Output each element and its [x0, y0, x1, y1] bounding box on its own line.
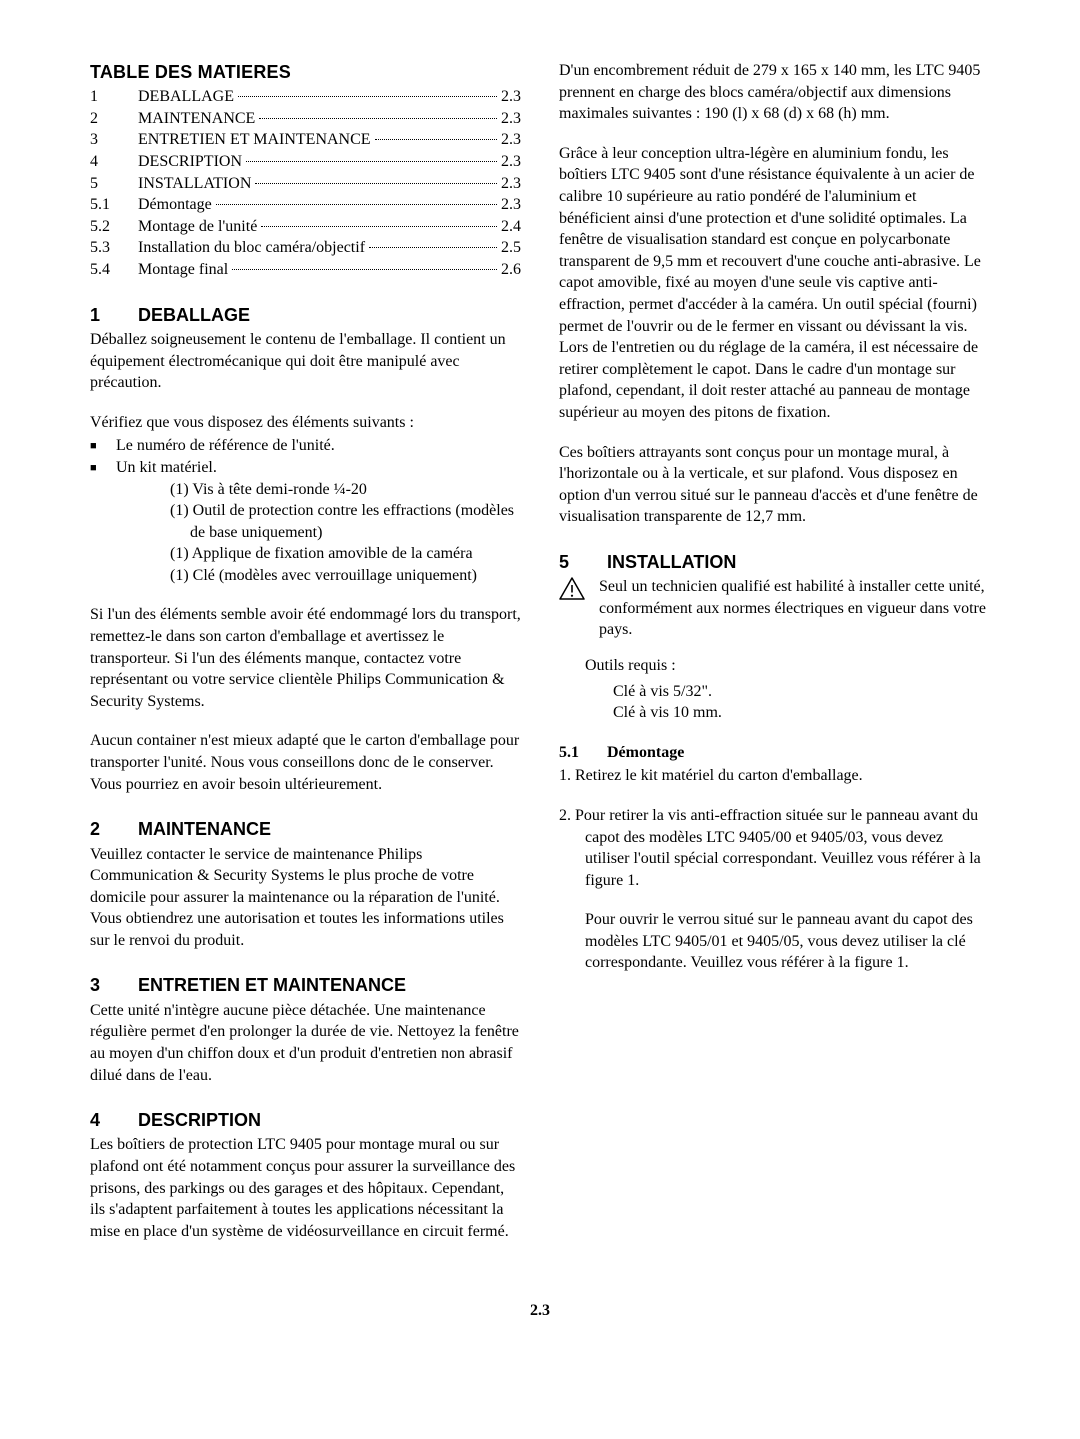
right-column: D'un encombrement réduit de 279 x 165 x … [559, 60, 990, 1260]
toc-page: 2.3 [501, 108, 521, 130]
s1-p3: Si l'un des éléments semble avoir été en… [90, 604, 521, 712]
kit-item: (1) Applique de fixation amovible de la … [170, 543, 521, 565]
toc-num: 5.4 [90, 259, 138, 281]
s1-p1: Déballez soigneusement le contenu de l'e… [90, 329, 521, 394]
toc-dots [255, 183, 497, 184]
section-3-heading: 3 ENTRETIEN ET MAINTENANCE [90, 973, 521, 997]
caution-icon [559, 576, 589, 641]
toc-page: 2.3 [501, 86, 521, 108]
toc-label: DEBALLAGE [138, 86, 234, 108]
toc-label: DESCRIPTION [138, 151, 242, 173]
toc-label: Démontage [138, 194, 212, 216]
toc-dots [238, 96, 497, 97]
tool-item: Clé à vis 5/32". [613, 681, 990, 703]
toc-dots [246, 161, 497, 162]
toc-dots [216, 204, 497, 205]
toc-dots [261, 226, 497, 227]
s2-p1: Veuillez contacter le service de mainten… [90, 844, 521, 952]
toc-row: 5.3Installation du bloc caméra/objectif 2… [90, 237, 521, 259]
section-2-heading: 2 MAINTENANCE [90, 817, 521, 841]
toc: 1DEBALLAGE2.32MAINTENANCE2.33ENTRETIEN E… [90, 86, 521, 280]
s1-bullet-1: Le numéro de référence de l'unité. [90, 435, 521, 457]
s51-step-2: 2. Pour retirer la vis anti-effraction s… [559, 805, 990, 974]
section-4-heading: 4 DESCRIPTION [90, 1108, 521, 1132]
tools-list: Clé à vis 5/32".Clé à vis 10 mm. [559, 681, 990, 724]
s1-kit-list: (1) Vis à tête demi-ronde ¼-20(1) Outil … [90, 479, 521, 587]
toc-row: 4DESCRIPTION 2.3 [90, 151, 521, 173]
toc-row: 2MAINTENANCE 2.3 [90, 108, 521, 130]
toc-num: 5.3 [90, 237, 138, 259]
toc-row: 1DEBALLAGE 2.3 [90, 86, 521, 108]
desc-p2: D'un encombrement réduit de 279 x 165 x … [559, 60, 990, 125]
toc-num: 1 [90, 86, 138, 108]
kit-item: (1) Vis à tête demi-ronde ¼-20 [170, 479, 521, 501]
toc-num: 5 [90, 173, 138, 195]
toc-num: 5.1 [90, 194, 138, 216]
desc-p4: Ces boîtiers attrayants sont conçus pour… [559, 442, 990, 528]
caution-text: Seul un technicien qualifié est habilité… [599, 576, 990, 641]
toc-label: INSTALLATION [138, 173, 251, 195]
toc-row: 5INSTALLATION 2.3 [90, 173, 521, 195]
toc-row: 5.2Montage de l'unité 2.4 [90, 216, 521, 238]
kit-item: (1) Clé (modèles avec verrouillage uniqu… [170, 565, 521, 587]
toc-dots [259, 118, 497, 119]
toc-page: 2.3 [501, 194, 521, 216]
toc-num: 4 [90, 151, 138, 173]
toc-dots [369, 247, 497, 248]
toc-page: 2.3 [501, 151, 521, 173]
section-1-heading: 1 DEBALLAGE [90, 303, 521, 327]
toc-label: Montage de l'unité [138, 216, 257, 238]
toc-dots [232, 269, 497, 270]
toc-row: 3ENTRETIEN ET MAINTENANCE 2.3 [90, 129, 521, 151]
tools-label: Outils requis : [559, 655, 990, 677]
s51-step-1: 1. Retirez le kit matériel du carton d'e… [559, 765, 990, 787]
toc-page: 2.5 [501, 237, 521, 259]
left-column: TABLE DES MATIERES 1DEBALLAGE2.32MAINTEN… [90, 60, 521, 1260]
section-5-heading: 5 INSTALLATION [559, 550, 990, 574]
s1-p4: Aucun container n'est mieux adapté que l… [90, 730, 521, 795]
s3-p1: Cette unité n'intègre aucune pièce détac… [90, 1000, 521, 1086]
toc-dots [375, 139, 497, 140]
toc-num: 5.2 [90, 216, 138, 238]
toc-page: 2.6 [501, 259, 521, 281]
toc-num: 2 [90, 108, 138, 130]
toc-label: Installation du bloc caméra/objectif [138, 237, 365, 259]
s4-p1: Les boîtiers de protection LTC 9405 pour… [90, 1134, 521, 1242]
toc-label: ENTRETIEN ET MAINTENANCE [138, 129, 371, 151]
toc-page: 2.3 [501, 173, 521, 195]
toc-row: 5.1Démontage 2.3 [90, 194, 521, 216]
s1-bullet-2: Un kit matériel. [90, 457, 521, 479]
toc-label: Montage final [138, 259, 228, 281]
s1-p2: Vérifiez que vous disposez des éléments … [90, 412, 521, 434]
toc-page: 2.3 [501, 129, 521, 151]
page-number: 2.3 [90, 1300, 990, 1322]
kit-item: (1) Outil de protection contre les effra… [170, 500, 521, 543]
toc-label: MAINTENANCE [138, 108, 255, 130]
caution-block: Seul un technicien qualifié est habilité… [559, 576, 990, 641]
tool-item: Clé à vis 10 mm. [613, 702, 990, 724]
s1-bullets: Le numéro de référence de l'unité. Un ki… [90, 435, 521, 478]
toc-title: TABLE DES MATIERES [90, 60, 521, 84]
section-5-1-heading: 5.1 Démontage [559, 742, 990, 764]
toc-num: 3 [90, 129, 138, 151]
toc-page: 2.4 [501, 216, 521, 238]
s51-steps: 1. Retirez le kit matériel du carton d'e… [559, 765, 990, 974]
toc-row: 5.4Montage final 2.6 [90, 259, 521, 281]
desc-p3: Grâce à leur conception ultra-légère en … [559, 143, 990, 424]
